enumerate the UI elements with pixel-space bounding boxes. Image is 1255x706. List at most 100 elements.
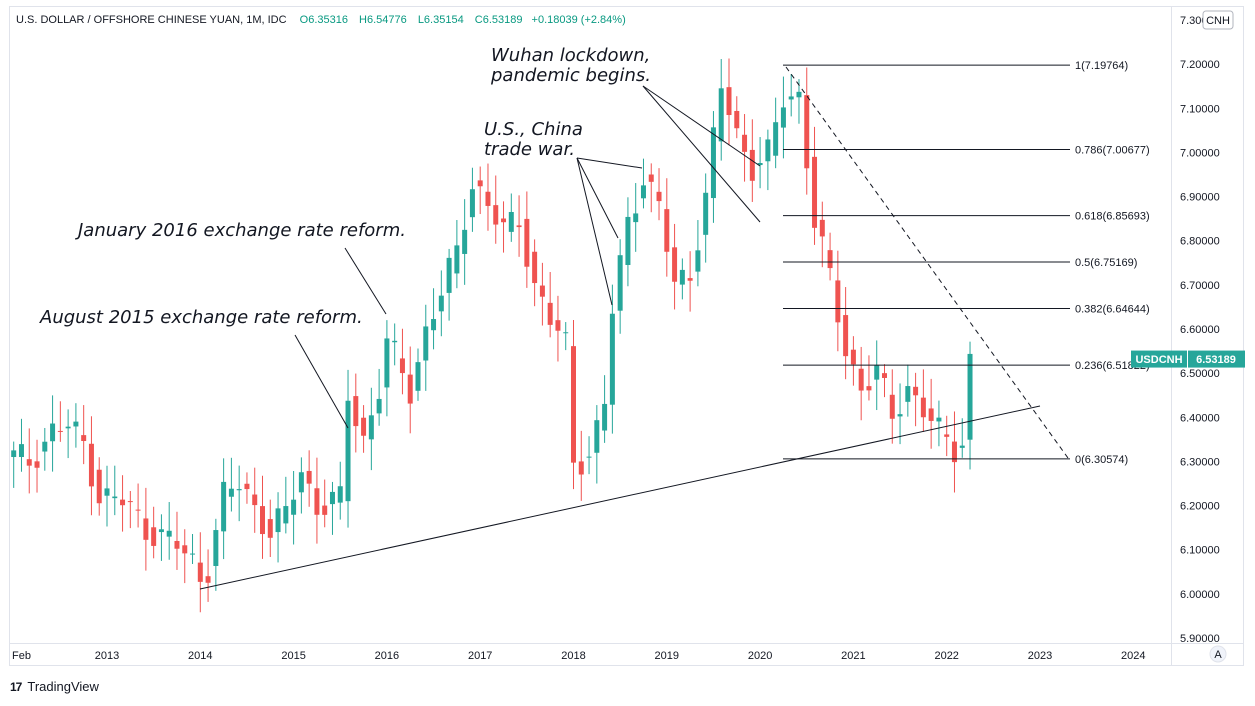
candle-body: [57, 430, 63, 432]
fibonacci-retracement[interactable]: 1(7.19764) 0.786(7.00677) 0.618(6.85693) 0.…: [783, 60, 1150, 466]
price-tick-label: 6.40000: [1180, 412, 1220, 424]
branding[interactable]: 17 TradingView: [10, 679, 99, 694]
price-tag-value: 6.53189: [1196, 354, 1236, 366]
candle-body: [648, 174, 654, 182]
candle-body: [843, 315, 849, 357]
chart-frame: [9, 6, 1244, 666]
time-tick-label: 2016: [375, 650, 399, 662]
candle-body: [244, 483, 250, 490]
drawings[interactable]: [199, 66, 1069, 590]
candle-body: [819, 219, 825, 237]
candle-body: [190, 553, 196, 555]
candle-body: [182, 545, 188, 554]
legend-low: L6.35154: [418, 14, 464, 26]
candle-body: [275, 508, 281, 533]
pointer-aug2015: [294, 334, 349, 429]
currency-badge[interactable]: CNH: [1202, 10, 1234, 30]
pointer-tradewar-1: [576, 157, 643, 169]
candle-body: [415, 362, 421, 391]
candle-body: [726, 87, 732, 116]
candle-body: [804, 95, 810, 169]
support-trendline: [199, 405, 1041, 590]
fib-level-label: 1(7.19764): [1075, 60, 1128, 72]
candle-body: [252, 494, 258, 506]
candle-body: [866, 386, 872, 391]
candle-body: [703, 192, 709, 235]
auto-scale-button[interactable]: A: [1209, 645, 1227, 663]
candle-body: [65, 426, 71, 429]
candle-body: [112, 496, 118, 499]
candle-body: [757, 163, 763, 166]
legend-open: O6.35316: [300, 14, 348, 26]
price-tick-label: 6.30000: [1180, 456, 1220, 468]
pointer-jan2016: [344, 247, 387, 315]
candle-body: [283, 506, 289, 524]
candle-body: [361, 417, 367, 436]
candle-body: [329, 491, 335, 505]
candle-body: [120, 499, 126, 506]
candle-body: [672, 247, 678, 282]
candle-body: [796, 91, 802, 98]
candle-body: [578, 461, 584, 475]
annotation-jan2016: January 2016 exchange rate reform.: [75, 220, 406, 241]
candle-body: [586, 456, 592, 458]
candle-body: [11, 450, 17, 458]
candle-body: [73, 421, 79, 427]
candle-body: [874, 365, 880, 380]
fib-level-label: 0.236(6.51822): [1075, 360, 1150, 372]
candle-body: [928, 408, 934, 421]
candle-body: [508, 212, 514, 232]
price-tick-label: 6.60000: [1180, 324, 1220, 336]
auto-scale-circle[interactable]: [1209, 645, 1227, 663]
candle-body: [438, 295, 444, 312]
candle-body: [897, 414, 903, 417]
candle-body: [913, 386, 919, 396]
candle-body: [298, 472, 304, 493]
candle-body: [516, 225, 522, 228]
candle-body: [594, 420, 600, 453]
candle-body: [104, 488, 110, 496]
candle-body: [469, 189, 475, 218]
candle-body: [376, 398, 382, 414]
candle-body: [221, 481, 227, 532]
price-tick-label: 6.10000: [1180, 545, 1220, 557]
candle-body: [166, 530, 172, 537]
candle-body: [158, 529, 164, 533]
candle-body: [423, 326, 429, 361]
price-tick-label: 6.90000: [1180, 192, 1220, 204]
pointer-wuhan-1: [642, 85, 761, 167]
price-axis[interactable]: 5.90000 6.00000 6.10000 6.20000 6.30000 6.400…: [1180, 15, 1220, 645]
price-tick-label: 6.80000: [1180, 236, 1220, 248]
annotation-wuhan-line1: Wuhan lockdown,: [491, 45, 650, 66]
tradingview-logo-icon: 17: [10, 679, 22, 694]
candle-body: [532, 251, 538, 284]
candle-body: [384, 338, 390, 388]
time-axis[interactable]: Feb 2013 2014 2015 2016 2017 2018 2019 2020 2021 2…: [12, 650, 1146, 662]
annotations: August 2015 exchange rate reform. Januar…: [39, 45, 651, 328]
price-tick-label: 6.00000: [1180, 589, 1220, 601]
candle-body: [197, 562, 203, 582]
price-tick-label: 6.20000: [1180, 501, 1220, 513]
candle-body: [718, 88, 724, 142]
candle-body: [780, 107, 786, 128]
candle-body: [617, 255, 623, 311]
time-tick-label: 2021: [841, 650, 865, 662]
candle-body: [920, 397, 926, 418]
candle-body: [944, 434, 950, 437]
time-tick-label: 2023: [1028, 650, 1052, 662]
time-tick-label: 2015: [281, 650, 305, 662]
candle-body: [749, 149, 755, 181]
currency-badge-box[interactable]: [1202, 10, 1234, 30]
auto-scale-label: A: [1214, 649, 1222, 661]
candle-body: [959, 445, 965, 448]
candle-body: [454, 245, 460, 274]
candle-body: [710, 127, 716, 199]
candle-body: [446, 257, 452, 293]
candle-body: [493, 205, 499, 225]
annotation-tradewar-line1: U.S., China: [484, 119, 583, 140]
candle-body: [571, 346, 576, 463]
candle-body: [306, 470, 312, 484]
fib-level-label: 0.618(6.85693): [1075, 211, 1150, 223]
